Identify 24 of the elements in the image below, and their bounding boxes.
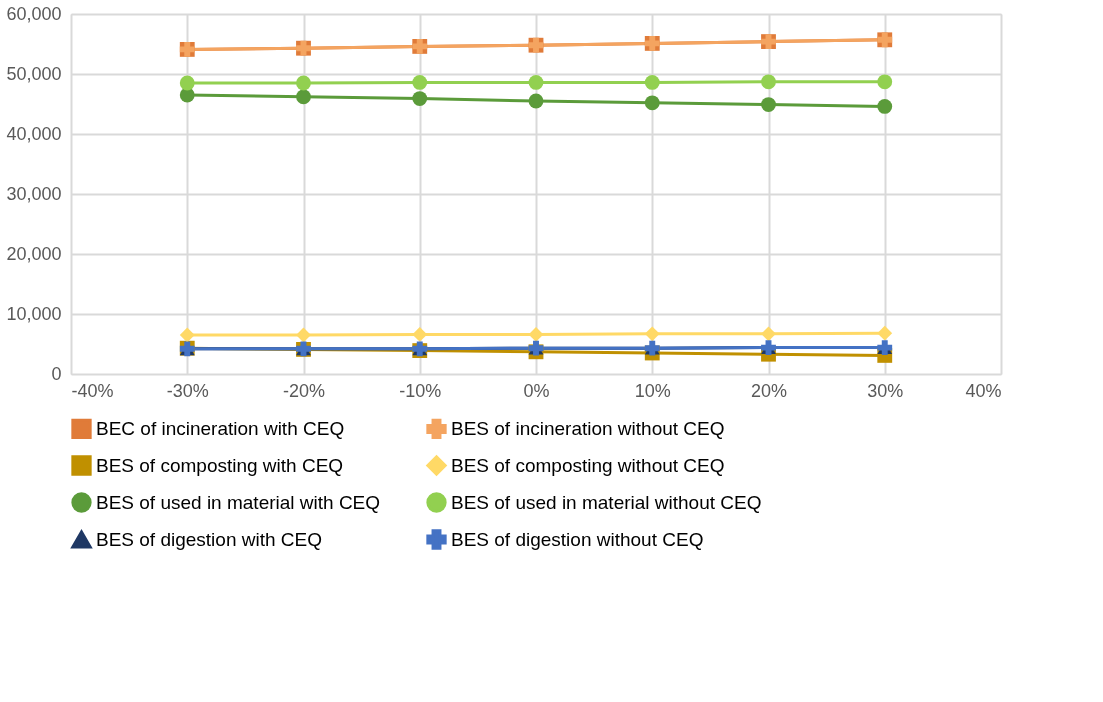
y-tick-label: 30,000 [6,183,62,204]
x-tick-label: 10% [634,380,671,401]
y-tick-label: 40,000 [6,123,62,144]
legend-label: BES of composting without CEQ [451,454,725,476]
legend-label: BES of incineration without CEQ [451,417,725,439]
x-tick-label: -10% [399,380,442,401]
legend-label: BES of used in material with CEQ [96,491,381,513]
legend-label: BES of digestion with CEQ [96,528,322,550]
y-tick-label: 10,000 [6,303,62,324]
x-tick-label: 0% [523,380,550,401]
legend-label: BES of composting with CEQ [96,454,344,476]
x-tick-label: -20% [282,380,326,401]
y-tick-label: 0 [51,363,62,384]
x-tick-label: 20% [750,380,788,401]
y-tick-label: 50,000 [6,63,62,84]
legend-label: BES of digestion without CEQ [451,528,704,550]
y-tick-label: 60,000 [6,3,62,24]
x-tick-label: 30% [867,380,904,401]
y-tick-label: 20,000 [6,243,62,264]
x-tick-label: 40% [965,380,1002,401]
legend-label: BES of used in material without CEQ [451,491,762,513]
x-tick-label: -30% [166,380,209,401]
x-tick-label: -40% [71,380,114,401]
legend-label: BEC of incineration with CEQ [96,417,345,439]
